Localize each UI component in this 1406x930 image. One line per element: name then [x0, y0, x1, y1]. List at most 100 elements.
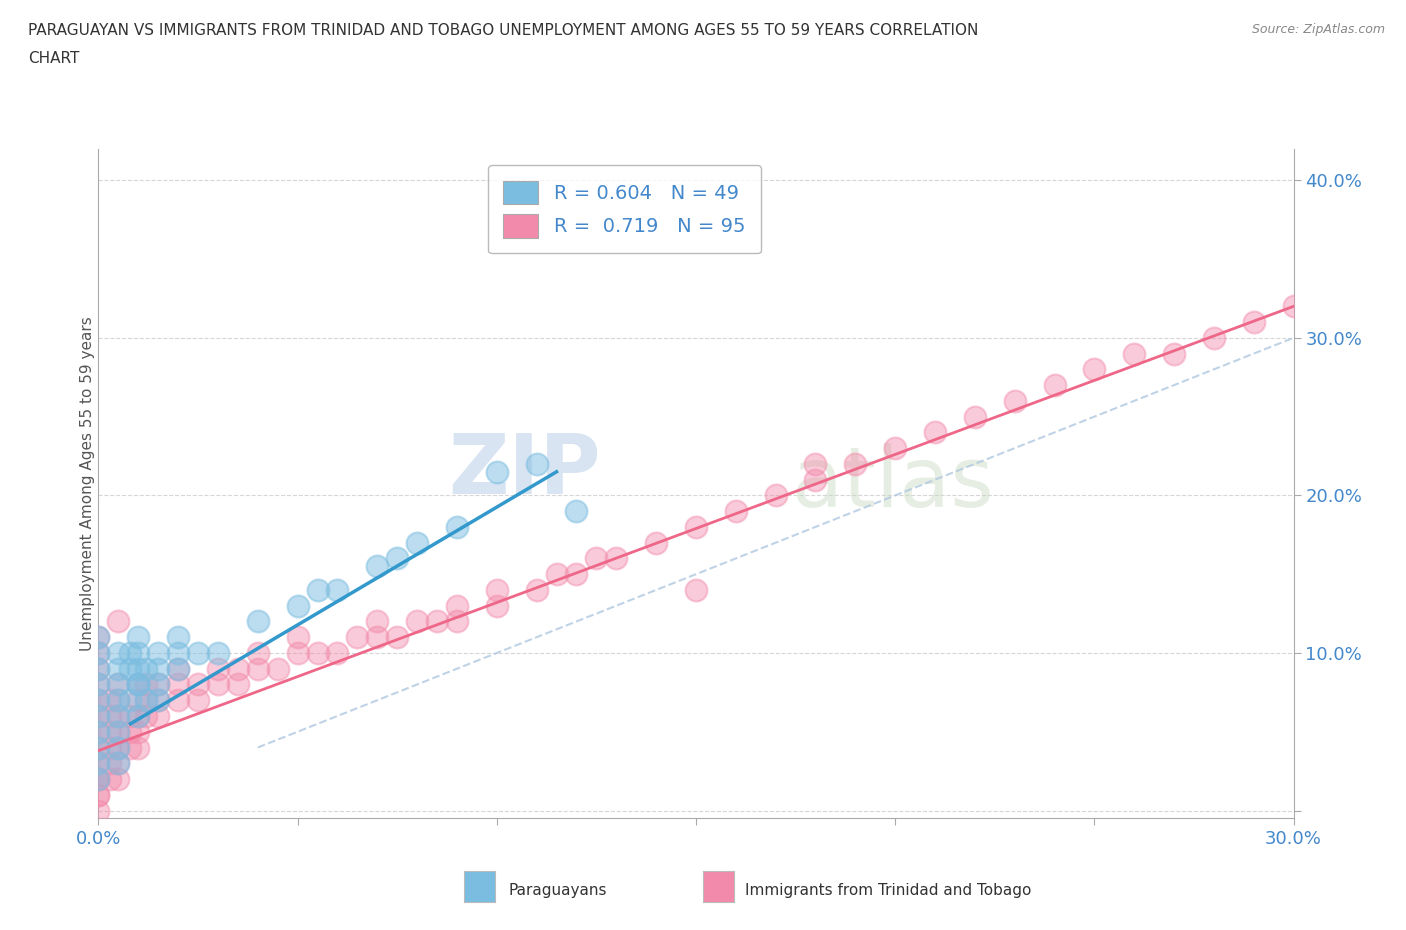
Point — [148, 645, 170, 660]
Point — [120, 709, 142, 724]
Point — [167, 677, 190, 692]
Point — [87, 788, 110, 803]
Point — [167, 693, 190, 708]
Point — [107, 724, 129, 739]
Point — [207, 661, 229, 676]
Point — [87, 677, 110, 692]
Point — [148, 677, 170, 692]
Point — [585, 551, 607, 565]
Point — [120, 724, 142, 739]
Point — [107, 677, 129, 692]
Point — [87, 724, 110, 739]
Point — [267, 661, 290, 676]
Point — [1243, 314, 1265, 329]
Point — [1163, 346, 1185, 361]
Point — [346, 630, 368, 644]
Point — [87, 709, 110, 724]
Point — [107, 772, 129, 787]
Point — [87, 740, 110, 755]
Point — [565, 566, 588, 581]
Point — [87, 630, 110, 644]
Point — [135, 709, 157, 724]
Point — [246, 614, 269, 629]
Point — [406, 614, 429, 629]
Point — [87, 772, 110, 787]
Point — [645, 536, 668, 551]
Point — [485, 598, 508, 613]
Point — [107, 677, 129, 692]
Point — [148, 677, 170, 692]
Point — [98, 772, 122, 787]
Text: CHART: CHART — [28, 51, 80, 66]
Point — [246, 645, 269, 660]
Point — [107, 693, 129, 708]
Point — [87, 804, 110, 818]
Point — [963, 409, 986, 424]
Point — [127, 630, 149, 644]
Point — [546, 566, 568, 581]
Point — [844, 457, 866, 472]
Text: PARAGUAYAN VS IMMIGRANTS FROM TRINIDAD AND TOBAGO UNEMPLOYMENT AMONG AGES 55 TO : PARAGUAYAN VS IMMIGRANTS FROM TRINIDAD A… — [28, 23, 979, 38]
Point — [187, 677, 209, 692]
Point — [326, 645, 349, 660]
Point — [98, 724, 122, 739]
Text: Immigrants from Trinidad and Tobago: Immigrants from Trinidad and Tobago — [745, 884, 1032, 898]
Point — [1282, 299, 1305, 313]
Point — [135, 661, 157, 676]
Text: Source: ZipAtlas.com: Source: ZipAtlas.com — [1251, 23, 1385, 36]
Point — [1123, 346, 1146, 361]
Point — [127, 709, 149, 724]
Point — [87, 630, 110, 644]
Point — [98, 756, 122, 771]
Point — [207, 645, 229, 660]
Point — [87, 772, 110, 787]
Point — [167, 661, 190, 676]
Y-axis label: Unemployment Among Ages 55 to 59 years: Unemployment Among Ages 55 to 59 years — [80, 316, 94, 651]
Point — [426, 614, 449, 629]
Point — [724, 504, 747, 519]
Point — [1004, 393, 1026, 408]
Point — [107, 740, 129, 755]
Point — [107, 645, 129, 660]
Point — [326, 582, 349, 597]
Point — [107, 693, 129, 708]
Point — [1083, 362, 1105, 377]
Point — [526, 457, 548, 472]
Point — [167, 661, 190, 676]
Point — [107, 740, 129, 755]
Point — [207, 677, 229, 692]
Point — [87, 772, 110, 787]
Point — [804, 472, 827, 487]
Point — [127, 661, 149, 676]
Text: Paraguayans: Paraguayans — [509, 884, 607, 898]
Point — [685, 520, 707, 535]
Point — [307, 645, 329, 660]
Point — [226, 661, 249, 676]
Point — [148, 709, 170, 724]
Point — [87, 709, 110, 724]
Point — [87, 677, 110, 692]
Point — [87, 756, 110, 771]
Point — [366, 614, 388, 629]
Point — [148, 661, 170, 676]
Point — [107, 661, 129, 676]
Point — [385, 630, 409, 644]
Point — [127, 677, 149, 692]
Point — [120, 661, 142, 676]
Point — [98, 740, 122, 755]
Text: atlas: atlas — [792, 443, 993, 525]
Point — [127, 677, 149, 692]
Point — [98, 709, 122, 724]
Point — [87, 740, 110, 755]
Point — [107, 756, 129, 771]
Point — [148, 693, 170, 708]
Point — [107, 756, 129, 771]
Point — [605, 551, 627, 565]
Point — [167, 645, 190, 660]
Point — [226, 677, 249, 692]
Point — [87, 693, 110, 708]
Point — [804, 457, 827, 472]
Point — [87, 645, 110, 660]
Point — [127, 740, 149, 755]
Point — [565, 504, 588, 519]
